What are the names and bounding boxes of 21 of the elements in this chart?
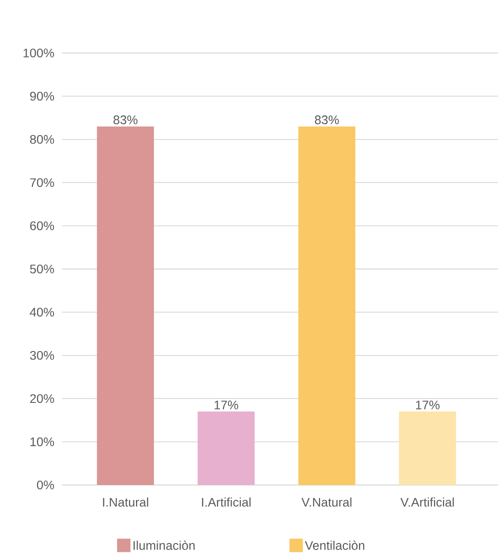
y-tick-label: 10% [30,437,54,446]
y-tick-label: 50% [30,264,54,274]
x-tick-label: V.Natural [302,498,352,507]
y-tick-label: 20% [30,394,54,404]
x-tick-label: I.Natural [103,498,148,507]
y-tick-label: 0% [36,480,54,490]
data-label: 83% [314,115,339,124]
x-tick-label: V.Artificial [400,498,454,507]
y-tick-label: 40% [30,308,54,317]
legend-label: Iluminaciòn [134,540,195,550]
y-tick-label: 90% [30,92,54,101]
y-tick-label: 70% [30,178,54,188]
y-tick-label: 80% [30,134,54,144]
data-label: 17% [214,400,238,410]
x-tick-label: I.Artificial [202,498,251,507]
data-label: 83% [114,115,138,124]
data-label: 17% [416,400,440,410]
y-tick-label: 100% [24,48,54,58]
y-tick-label: 60% [30,221,54,230]
y-tick-label: 30% [30,350,54,360]
legend-label: Ventilaciòn [304,540,364,550]
